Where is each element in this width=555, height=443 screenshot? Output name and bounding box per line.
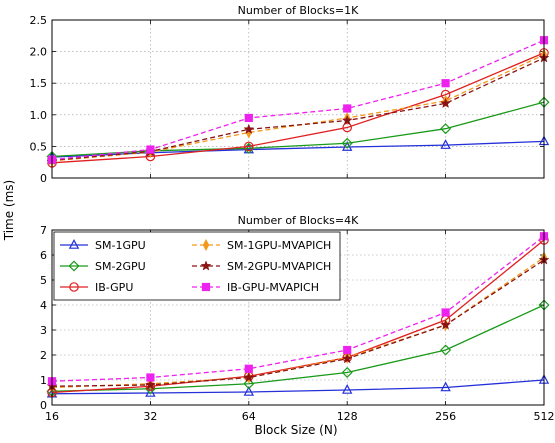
data-point-sm-2gpu-mvapich xyxy=(341,114,353,126)
data-point-sm-2gpu-mvapich xyxy=(243,123,255,134)
data-point-sm-2gpu xyxy=(440,123,452,135)
data-point-sm-2gpu-mvapich xyxy=(440,97,452,109)
x-tick-label: 256 xyxy=(435,410,456,423)
data-point-sm-2gpu xyxy=(243,378,255,390)
data-point-sm-1gpu xyxy=(440,139,451,149)
y-tick-label: 7 xyxy=(40,224,47,237)
data-point-ib-gpu-mvapich xyxy=(146,373,155,382)
y-tick-label: 5 xyxy=(40,274,47,287)
data-point-ib-gpu-mvapich xyxy=(244,364,253,373)
data-point-sm-2gpu-mvapich xyxy=(144,379,156,390)
data-point-sm-2gpu xyxy=(440,344,452,356)
series-line-ib-gpu-mvapich xyxy=(51,235,545,382)
chart-panel-1: 0 0.5 1.0 1.5 2.0 2.5 Number of Blocks=1K xyxy=(30,4,550,185)
legend-marker-sm-2gpu xyxy=(68,260,80,272)
series-line-sm-1gpu-mvapich xyxy=(51,256,545,389)
chart-panel-2: 0 1 2 3 4 5 6 7 16 32 64 128 256 512 Number of Blocks=… xyxy=(40,214,555,423)
legend-label-sm-2gpu: SM-2GPU xyxy=(95,260,146,273)
y-tick-label: 1.5 xyxy=(30,77,48,90)
chart-title: Number of Blocks=1K xyxy=(238,4,359,17)
legend-marker-sm-1gpu-mvapich xyxy=(202,238,210,252)
legend-label-sm-2gpu-mvapich: SM-2GPU-MVAPICH xyxy=(227,260,331,273)
y-tick-label: 6 xyxy=(40,249,47,262)
y-tick-label: 2.0 xyxy=(30,46,48,59)
y-axis-label: Time (ms) xyxy=(2,180,16,242)
chart-title: Number of Blocks=4K xyxy=(238,214,359,227)
data-point-sm-2gpu xyxy=(341,137,353,149)
x-tick-label: 128 xyxy=(337,410,358,423)
data-point-ib-gpu-mvapich xyxy=(244,113,253,123)
y-tick-label: 0 xyxy=(40,172,47,185)
legend-label-ib-gpu-mvapich: IB-GPU-MVAPICH xyxy=(227,281,319,294)
data-point-sm-1gpu xyxy=(145,387,156,397)
series-line-sm-2gpu-mvapich xyxy=(51,259,545,387)
legend-label-sm-1gpu: SM-1GPU xyxy=(95,239,146,252)
series-line-ib-gpu xyxy=(51,239,545,394)
y-tick-label: 2 xyxy=(40,349,47,362)
y-tick-label: 0 xyxy=(40,399,47,412)
data-point-sm-1gpu xyxy=(342,384,353,394)
x-tick-label: 32 xyxy=(143,410,157,423)
y-tick-label: 0.5 xyxy=(30,140,48,153)
y-tick-label: 1.0 xyxy=(30,109,48,122)
legend-label-sm-1gpu-mvapich: SM-1GPU-MVAPICH xyxy=(227,239,331,252)
data-point-ib-gpu xyxy=(244,141,254,152)
legend-marker-ib-gpu-mvapich xyxy=(201,282,211,292)
series-line-sm-2gpu xyxy=(51,304,545,392)
series-line-ib-gpu xyxy=(51,52,545,164)
plot-frame xyxy=(51,229,545,406)
data-point-sm-2gpu-mvapich xyxy=(341,353,353,364)
y-tick-label: 2.5 xyxy=(30,14,48,27)
series-line-sm-2gpu-mvapich xyxy=(51,57,545,161)
data-point-ib-gpu-mvapich xyxy=(146,145,155,154)
data-point-sm-2gpu xyxy=(341,366,353,379)
y-tick-label: 4 xyxy=(40,299,47,312)
legend-marker-sm-2gpu-mvapich xyxy=(200,260,212,271)
data-point-sm-1gpu xyxy=(440,381,451,392)
legend: SM-1GPU SM-1GPU-MVAPICH SM-2GPU SM-2GPU-MVA… xyxy=(53,231,341,301)
data-point-sm-2gpu xyxy=(144,383,156,395)
data-point-sm-1gpu xyxy=(243,386,254,396)
x-axis-label: Block Size (N) xyxy=(254,423,337,437)
plot-frame xyxy=(51,19,545,179)
data-point-ib-gpu-mvapich xyxy=(441,79,450,88)
data-point-sm-2gpu-mvapich xyxy=(440,319,452,330)
y-tick-label: 1 xyxy=(40,374,47,387)
x-tick-label: 16 xyxy=(45,410,59,423)
data-point-ib-gpu-mvapich xyxy=(343,345,352,355)
series-line-ib-gpu-mvapich xyxy=(51,39,545,161)
data-point-sm-2gpu-mvapich xyxy=(243,371,255,383)
x-tick-label: 512 xyxy=(534,410,555,423)
series-line-sm-1gpu xyxy=(51,379,545,395)
legend-marker-ib-gpu xyxy=(69,282,79,292)
legend-marker-sm-1gpu xyxy=(68,239,80,249)
legend-label-ib-gpu: IB-GPU xyxy=(95,281,133,294)
data-point-ib-gpu-mvapich xyxy=(343,104,352,113)
data-point-ib-gpu-mvapich xyxy=(441,308,450,317)
x-tick-label: 64 xyxy=(242,410,256,423)
y-tick-label: 3 xyxy=(40,324,47,337)
